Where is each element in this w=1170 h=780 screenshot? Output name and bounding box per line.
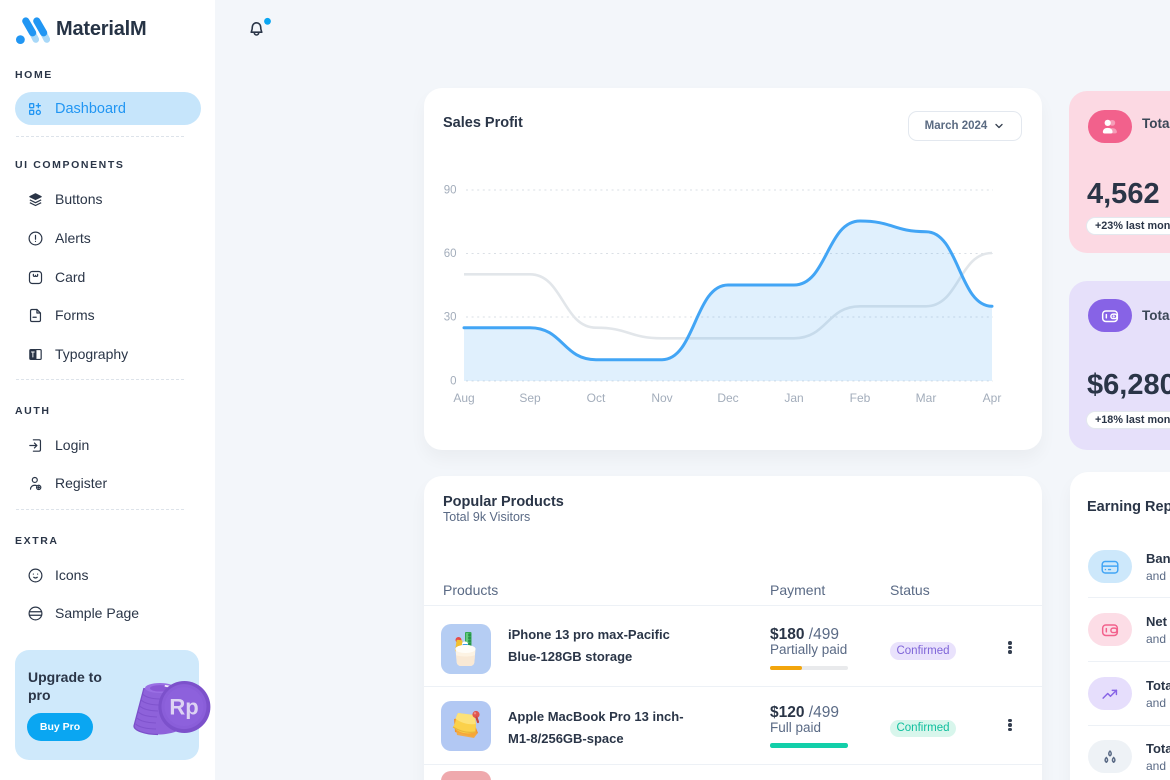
svg-text:Rp: Rp bbox=[169, 695, 198, 720]
svg-text:Nov: Nov bbox=[651, 391, 672, 405]
svg-text:Aug: Aug bbox=[453, 391, 474, 405]
svg-text:Dec: Dec bbox=[717, 391, 738, 405]
svg-text:Oct: Oct bbox=[587, 391, 606, 405]
svg-text:30: 30 bbox=[444, 312, 457, 324]
svg-text:Feb: Feb bbox=[850, 391, 871, 405]
svg-text:0: 0 bbox=[450, 376, 456, 388]
svg-text:90: 90 bbox=[444, 185, 457, 197]
svg-text:Apr: Apr bbox=[983, 391, 1002, 405]
svg-text:60: 60 bbox=[444, 248, 457, 260]
svg-text:Sep: Sep bbox=[519, 391, 541, 405]
svg-text:Mar: Mar bbox=[916, 391, 937, 405]
svg-text:Jan: Jan bbox=[784, 391, 803, 405]
